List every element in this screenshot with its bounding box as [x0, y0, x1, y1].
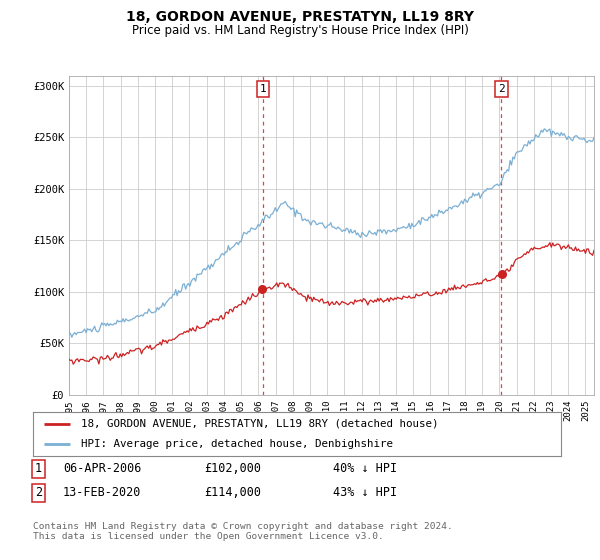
Text: 13-FEB-2020: 13-FEB-2020: [63, 486, 142, 500]
Text: £114,000: £114,000: [204, 486, 261, 500]
Text: £102,000: £102,000: [204, 462, 261, 475]
Text: 43% ↓ HPI: 43% ↓ HPI: [333, 486, 397, 500]
Text: 18, GORDON AVENUE, PRESTATYN, LL19 8RY: 18, GORDON AVENUE, PRESTATYN, LL19 8RY: [126, 10, 474, 24]
Text: Price paid vs. HM Land Registry's House Price Index (HPI): Price paid vs. HM Land Registry's House …: [131, 24, 469, 37]
Text: HPI: Average price, detached house, Denbighshire: HPI: Average price, detached house, Denb…: [80, 439, 392, 449]
Text: 2: 2: [35, 486, 42, 500]
Text: 1: 1: [260, 84, 266, 94]
Text: 2: 2: [498, 84, 505, 94]
Text: Contains HM Land Registry data © Crown copyright and database right 2024.
This d: Contains HM Land Registry data © Crown c…: [33, 522, 453, 542]
Text: 18, GORDON AVENUE, PRESTATYN, LL19 8RY (detached house): 18, GORDON AVENUE, PRESTATYN, LL19 8RY (…: [80, 419, 438, 429]
Text: 40% ↓ HPI: 40% ↓ HPI: [333, 462, 397, 475]
Text: 06-APR-2006: 06-APR-2006: [63, 462, 142, 475]
Text: 1: 1: [35, 462, 42, 475]
